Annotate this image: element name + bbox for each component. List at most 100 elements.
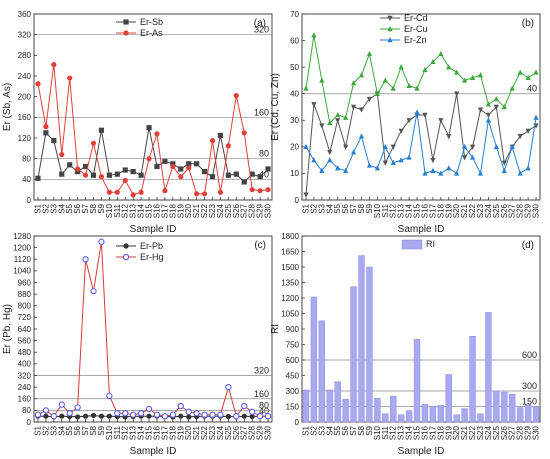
data-point xyxy=(43,413,49,419)
data-point xyxy=(82,413,89,419)
data-point xyxy=(217,132,224,139)
x-tick-label: S15 xyxy=(413,203,422,218)
x-tick-label: S8 xyxy=(89,425,98,435)
data-point xyxy=(264,413,272,420)
y-tick-label: 70 xyxy=(290,10,299,19)
x-tick-label: S17 xyxy=(160,203,169,218)
data-point xyxy=(390,144,396,150)
x-tick-label: S15 xyxy=(145,425,154,440)
data-point xyxy=(209,137,216,144)
x-tick-label: S14 xyxy=(137,203,146,218)
y-tick-label: 20 xyxy=(290,143,299,152)
x-tick-label: S13 xyxy=(397,203,406,218)
y-tick-label: 1350 xyxy=(281,278,299,287)
data-point xyxy=(186,414,192,420)
reference-label: 150 xyxy=(522,397,537,407)
data-point xyxy=(414,85,420,91)
data-point xyxy=(59,171,65,177)
bar xyxy=(382,413,389,423)
x-tick-label: S27 xyxy=(508,203,517,218)
data-point xyxy=(90,288,97,295)
data-point xyxy=(335,165,341,171)
data-point xyxy=(501,160,507,166)
x-tick-label: S12 xyxy=(389,203,398,218)
y-tick-label: 80 xyxy=(22,154,31,163)
y-tick-label: 880 xyxy=(18,290,32,299)
x-tick-label: S21 xyxy=(460,425,469,440)
x-tick-label: S3 xyxy=(317,203,326,213)
data-point xyxy=(130,168,136,175)
y-tick-label: 160 xyxy=(18,113,32,122)
reference-label: 80 xyxy=(259,149,269,159)
panel-a: 408016032004080120160200240280320360S1S2… xyxy=(2,10,273,235)
plot-frame xyxy=(301,13,541,201)
x-axis-label: Sample ID xyxy=(130,446,177,457)
x-tick-label: S24 xyxy=(484,203,493,218)
x-tick-label: S2 xyxy=(309,203,318,213)
bar xyxy=(310,296,318,423)
bar xyxy=(445,374,452,423)
data-point xyxy=(146,156,152,162)
y-tick-label: 1800 xyxy=(281,232,299,241)
panel-label: (c) xyxy=(254,240,266,251)
data-point xyxy=(454,69,460,75)
y-tick-label: 280 xyxy=(18,51,32,60)
x-tick-label: S28 xyxy=(516,425,525,440)
data-point xyxy=(358,133,365,139)
data-point xyxy=(209,174,216,180)
x-tick-label: S5 xyxy=(65,203,74,213)
data-point xyxy=(462,143,468,150)
data-point xyxy=(327,149,333,156)
data-point xyxy=(319,77,325,83)
data-point xyxy=(114,410,121,417)
data-point xyxy=(145,405,153,413)
bar xyxy=(397,414,405,423)
data-point xyxy=(106,172,112,178)
reference-label: 320 xyxy=(254,25,269,35)
data-point xyxy=(74,404,81,411)
data-point xyxy=(350,104,357,110)
series-line xyxy=(37,241,268,418)
x-tick-label: S18 xyxy=(168,203,177,218)
x-tick-label: S4 xyxy=(57,203,66,213)
x-tick-label: S29 xyxy=(524,203,533,218)
data-point xyxy=(170,163,176,170)
data-point xyxy=(390,159,396,165)
data-point xyxy=(146,413,152,419)
data-point xyxy=(233,171,239,177)
y-tick-label: 900 xyxy=(286,325,300,334)
y-tick-label: 1280 xyxy=(13,232,31,241)
bar xyxy=(366,266,373,423)
x-tick-label: S22 xyxy=(468,425,477,440)
y-axis-label: Er (Cd, Cu, Zn) xyxy=(270,73,281,141)
data-point xyxy=(249,171,255,177)
y-tick-label: 1120 xyxy=(14,255,32,264)
data-point xyxy=(241,130,247,136)
data-point xyxy=(138,172,144,178)
data-point xyxy=(509,85,515,91)
legend-marker xyxy=(123,19,129,25)
y-tick-label: 10 xyxy=(290,169,299,178)
y-tick-label: 720 xyxy=(18,313,32,322)
data-point xyxy=(98,127,105,133)
data-point xyxy=(154,131,160,137)
bar xyxy=(469,335,476,423)
x-tick-label: S28 xyxy=(248,425,257,440)
y-tick-label: 150 xyxy=(286,402,300,411)
data-point xyxy=(398,157,404,163)
reference-label: 600 xyxy=(522,350,537,360)
x-tick-label: S6 xyxy=(341,203,350,213)
x-tick-label: S5 xyxy=(333,203,342,213)
y-tick-label: 240 xyxy=(18,383,32,392)
data-point xyxy=(130,192,136,198)
data-point xyxy=(75,414,81,420)
x-axis-label: Sample ID xyxy=(398,224,445,235)
data-point xyxy=(462,77,468,83)
data-point xyxy=(106,392,113,399)
data-point xyxy=(501,167,507,173)
x-tick-label: S26 xyxy=(232,425,241,440)
x-tick-label: S30 xyxy=(264,203,273,218)
data-point xyxy=(446,134,452,140)
x-tick-label: S7 xyxy=(349,425,358,435)
y-tick-label: 120 xyxy=(18,134,32,143)
